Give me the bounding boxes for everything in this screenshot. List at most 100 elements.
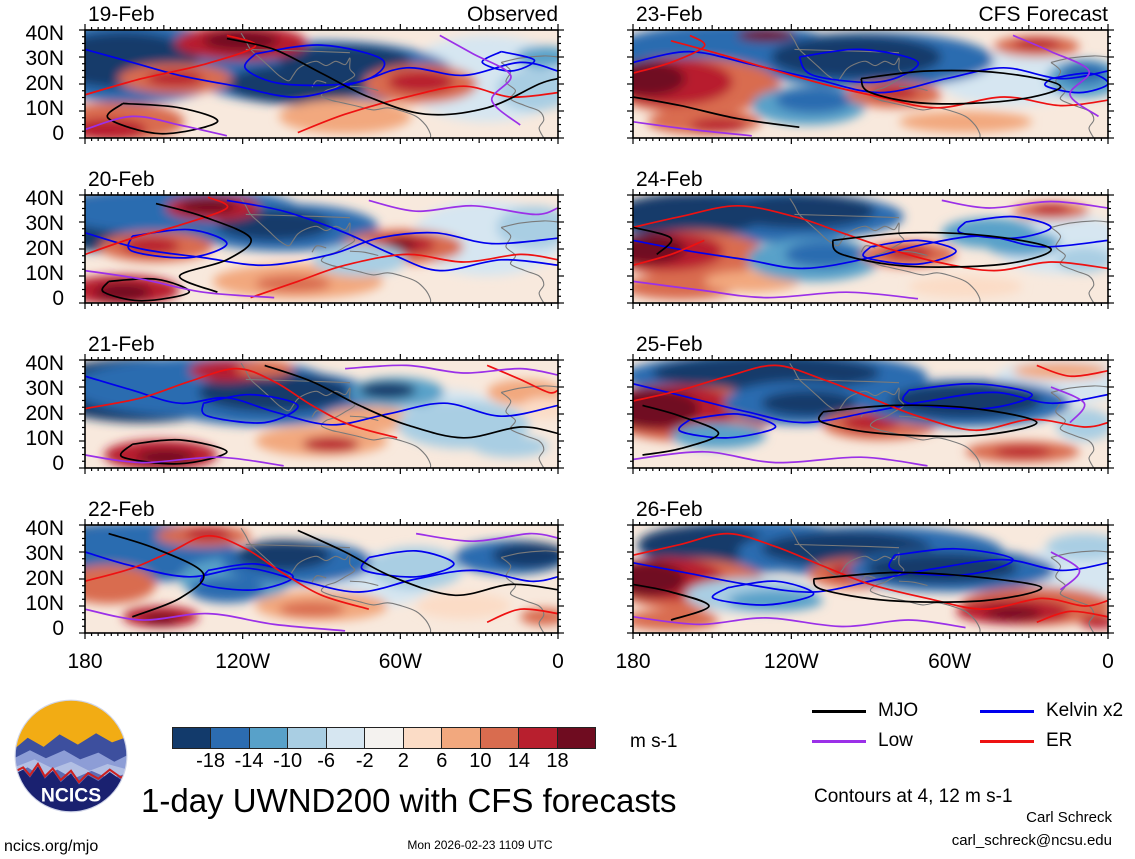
y-axis-tick-label: 0 (52, 286, 64, 310)
colorbar-segment (365, 728, 404, 748)
wave-contours (85, 364, 558, 467)
colorbar-segment (403, 728, 443, 748)
colorbar-tick-label: 2 (397, 750, 409, 772)
column-corner-label: CFS Forecast (978, 3, 1108, 26)
panel-date-label: 24-Feb (636, 168, 703, 191)
x-axis-tick-label: 180 (615, 650, 651, 673)
contour-note: Contours at 4, 12 m s-1 (814, 786, 1013, 807)
panel-date-label: 21-Feb (88, 333, 155, 356)
map-plot-23-feb (627, 24, 1114, 144)
panel-date-label: 25-Feb (636, 333, 703, 356)
x-axis-tick-label: 0 (1102, 650, 1114, 673)
colorbar-segment (326, 728, 366, 748)
map-plot-22-feb (79, 519, 564, 639)
x-axis-tick-label: 0 (552, 650, 564, 673)
map-panel-21-feb (79, 354, 564, 474)
y-axis-tick-label: 20N (25, 402, 64, 425)
ncics-logo: NCICS (14, 699, 128, 813)
timestamp: Mon 2026-02-23 1109 UTC (407, 838, 553, 852)
colorbar-tick-label: 6 (436, 750, 448, 772)
panel-date-label: 20-Feb (88, 168, 155, 191)
logo-text: NCICS (41, 785, 101, 807)
axis-ticks (79, 519, 564, 639)
map-panel-20-feb (79, 189, 564, 309)
panel-date-label: 22-Feb (88, 498, 155, 521)
map-panel-19-feb (79, 24, 564, 144)
legend-line-swatch (812, 710, 866, 713)
legend-label: Low (878, 730, 913, 751)
legend-line-swatch (980, 740, 1034, 743)
page-title: 1-day UWND200 with CFS forecasts (141, 782, 677, 819)
colorbar-tick-label: -2 (355, 750, 374, 772)
legend-item-er: ER (980, 730, 1135, 754)
y-axis-tick-label: 10N (25, 96, 64, 120)
legend-item-kelvin-x2: Kelvin x2 (980, 700, 1135, 724)
colorbar-segment (519, 728, 558, 748)
legend-label: MJO (878, 700, 919, 721)
map-plot-21-feb (79, 354, 564, 474)
wave-contours (85, 34, 558, 137)
legend-item-low: Low (812, 730, 972, 754)
map-panel-25-feb (627, 354, 1114, 474)
panel-date-label: 26-Feb (636, 498, 703, 521)
colorbar (172, 727, 596, 749)
panel-date-label: 19-Feb (88, 3, 155, 26)
x-axis-tick-label: 120W (215, 650, 271, 673)
colorbar-tick-label: -6 (317, 750, 336, 772)
colorbar-segment (480, 728, 520, 748)
y-axis-tick-label: 30N (25, 212, 64, 236)
x-axis-tick-label: 120W (763, 650, 819, 673)
y-axis-tick-label: 40N (25, 22, 64, 46)
axis-ticks (627, 519, 1114, 639)
colorbar-segment (557, 728, 595, 748)
colorbar-tick-label: -10 (273, 750, 303, 772)
y-axis-tick-label: 0 (52, 616, 64, 640)
legend-line-swatch (980, 710, 1034, 713)
y-axis-tick-label: 30N (25, 542, 64, 566)
coastline (240, 32, 558, 138)
y-axis-tick-label: 10N (25, 591, 64, 615)
colorbar-segment (173, 728, 212, 748)
coastline (789, 527, 1108, 633)
wave-contours (633, 34, 1108, 137)
colorbar-tick-label: -18 (196, 750, 225, 772)
map-plot-24-feb (627, 189, 1114, 309)
wave-contours (85, 529, 558, 632)
author-name: Carl Schreck (1026, 809, 1112, 826)
wave-contours (85, 196, 558, 302)
y-axis-tick-label: 20N (25, 567, 64, 590)
map-plot-26-feb (627, 519, 1114, 639)
colorbar-tick-label: 10 (469, 750, 492, 772)
panel-date-label: 23-Feb (636, 3, 703, 26)
axis-ticks (79, 354, 564, 474)
y-axis-tick-label: 10N (25, 426, 64, 450)
wave-contours (633, 532, 1108, 629)
axis-ticks (627, 354, 1114, 474)
column-corner-label: Observed (466, 3, 558, 26)
map-panel-24-feb (627, 189, 1114, 309)
axis-ticks (79, 24, 564, 144)
map-panel-23-feb (627, 24, 1114, 144)
colorbar-segment (442, 728, 481, 748)
colorbar-segment (288, 728, 327, 748)
legend-item-mjo: MJO (812, 700, 972, 724)
map-plot-25-feb (627, 354, 1114, 474)
legend-line-swatch (812, 740, 866, 743)
legend-label: Kelvin x2 (1046, 700, 1124, 721)
map-panel-22-feb (79, 519, 564, 639)
coastline (240, 527, 558, 633)
x-axis-tick-label: 60W (378, 650, 422, 673)
map-plot-20-feb (79, 189, 564, 309)
y-axis-tick-label: 30N (25, 47, 64, 71)
y-axis-tick-label: 20N (25, 237, 64, 260)
y-axis-tick-label: 30N (25, 377, 64, 401)
y-axis-tick-label: 40N (25, 517, 64, 541)
y-axis-tick-label: 40N (25, 187, 64, 211)
colorbar-tick-label: -14 (234, 750, 264, 772)
colorbar-units: m s-1 (630, 731, 678, 752)
author-email: carl_schreck@ncsu.edu (951, 832, 1112, 849)
colorbar-segment (249, 728, 289, 748)
wave-contours (633, 199, 1108, 300)
logo-art: NCICS (15, 700, 127, 812)
